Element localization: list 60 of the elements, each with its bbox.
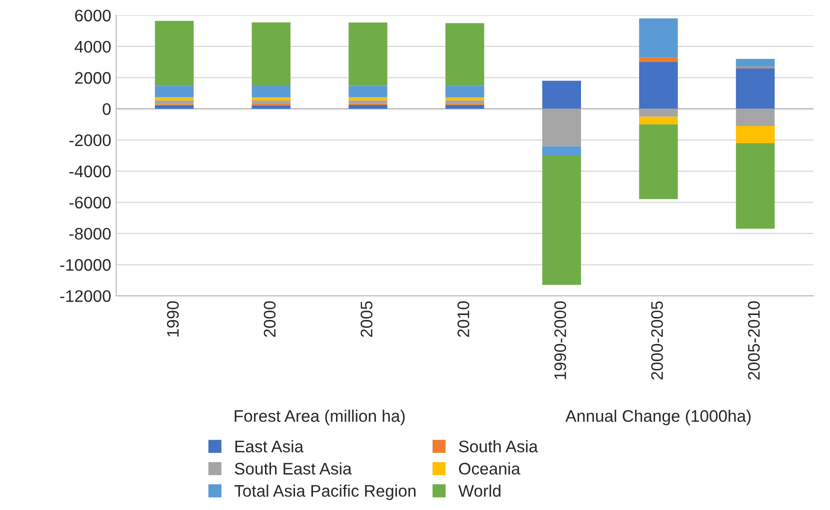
- bar: [154, 86, 194, 98]
- x-tick-label: 2000-2005: [651, 301, 663, 380]
- bar: [736, 126, 775, 144]
- bar: [252, 97, 290, 101]
- x-tick-label: 2000: [264, 301, 276, 337]
- bar: [252, 22, 290, 86]
- y-tick-label: 4000: [74, 40, 111, 53]
- bar: [639, 62, 678, 109]
- legend-label: South East Asia: [234, 462, 352, 475]
- x-tick-label: 2010: [457, 301, 470, 337]
- bar: [542, 108, 581, 146]
- bar: [639, 57, 678, 62]
- legend-label: East Asia: [235, 440, 304, 452]
- bar: [154, 97, 194, 100]
- bar: [445, 86, 484, 98]
- y-tick-label: -12000: [60, 290, 111, 302]
- bar: [542, 156, 581, 285]
- y-tick-label: -6000: [69, 196, 111, 209]
- bar: [542, 146, 581, 156]
- bar: [252, 100, 290, 104]
- legend-label: World: [458, 484, 500, 497]
- y-tick-label: 6000: [75, 10, 111, 22]
- bar: [445, 97, 484, 100]
- bar: [348, 100, 388, 104]
- legend-label: Oceania: [459, 462, 520, 475]
- legend-label: South Asia: [458, 440, 538, 452]
- y-tick-label: -2000: [69, 134, 111, 146]
- x-tick-label: 2005-2010: [748, 301, 760, 380]
- x-tick-label: 1990-2000: [554, 301, 566, 380]
- bar: [639, 18, 678, 58]
- bar: [348, 105, 388, 109]
- bar: [736, 143, 775, 229]
- bar: [736, 58, 775, 67]
- bar: [736, 108, 775, 126]
- y-tick-label: -10000: [60, 259, 111, 271]
- bar: [445, 104, 484, 109]
- y-tick-label: -4000: [69, 166, 111, 178]
- bar: [154, 106, 194, 109]
- bar: [445, 100, 484, 104]
- bar: [639, 124, 678, 200]
- text: Forest Area (million ha): [234, 410, 405, 426]
- x-tick-label: 1990: [166, 301, 179, 336]
- bar: [639, 116, 678, 124]
- text: Annual Change (1000ha): [565, 410, 751, 426]
- y-tick-label: -8000: [69, 228, 111, 240]
- y-tick-label: 2000: [75, 72, 111, 84]
- bar: [348, 97, 388, 100]
- bar: [542, 80, 581, 109]
- y-tick-label: 0: [102, 103, 111, 116]
- bar: [348, 86, 388, 98]
- bar: [736, 68, 775, 109]
- bar: [252, 105, 290, 109]
- bar: [154, 100, 194, 104]
- x-tick-label: 2005: [360, 301, 372, 337]
- legend-label: Total Asia Pacific Region: [234, 484, 416, 500]
- bar: [252, 86, 290, 98]
- bar: [445, 23, 484, 86]
- bar: [154, 20, 194, 86]
- bar: [348, 22, 388, 86]
- bar: [639, 108, 678, 117]
